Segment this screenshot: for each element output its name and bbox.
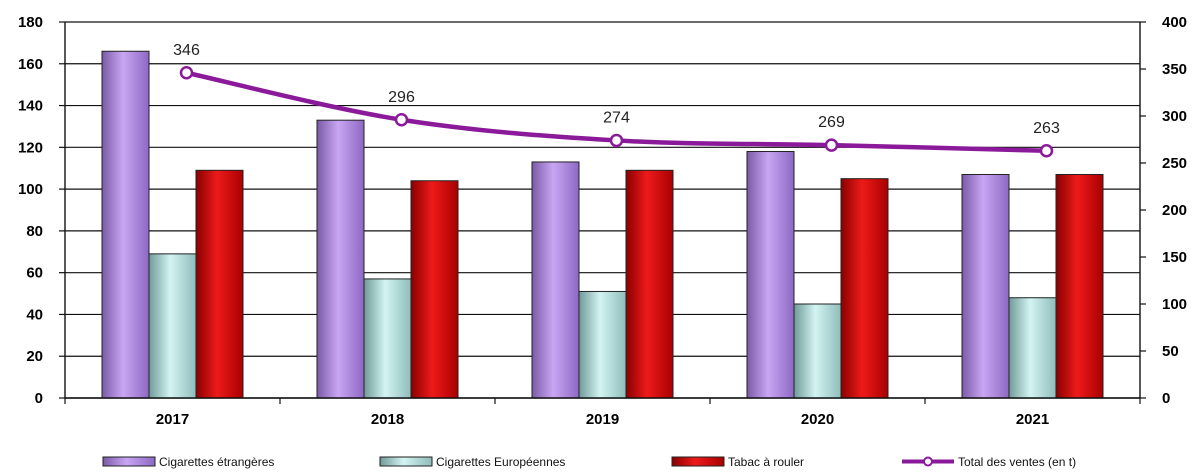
left-tick-label: 80 [26, 223, 43, 240]
gridlines [65, 21, 1140, 399]
total-ventes-point [824, 138, 839, 152]
legend-label-0: Cigarettes étrangères [159, 455, 274, 469]
bar-tabac-a-rouler [410, 180, 459, 399]
total-ventes-point [1039, 144, 1054, 158]
legend-label-2: Tabac à rouler [728, 455, 804, 469]
legend-label-3: Total des ventes (en t) [958, 455, 1076, 469]
total-ventes-data-label: 296 [388, 89, 415, 106]
legend-swatch-1 [379, 456, 433, 467]
x-tick-label: 2021 [1016, 411, 1049, 428]
left-tick-label: 0 [35, 390, 43, 407]
left-tick-label: 120 [18, 139, 43, 156]
total-ventes-data-label: 274 [603, 109, 630, 126]
right-tick-label: 100 [1162, 296, 1187, 313]
bar-series-group [101, 50, 1104, 399]
total-ventes-data-label: 263 [1033, 120, 1060, 137]
bar-cigarettes-etrangeres [961, 173, 1010, 399]
total-ventes-point [179, 66, 194, 80]
left-tick-label: 160 [18, 56, 43, 73]
legend-marker [923, 456, 933, 467]
left-tick-label: 180 [18, 14, 43, 31]
axes: 0 20 40 60 80 100 120 140 160 180 0 50 100 150 200 250 3… [18, 14, 1187, 428]
total-ventes-data-label: 269 [818, 114, 845, 131]
bar-cigarettes-europeennes [363, 278, 412, 399]
right-tick-label: 250 [1162, 155, 1187, 172]
bar-tabac-a-rouler [625, 169, 674, 399]
right-tick-label: 50 [1162, 343, 1179, 360]
bar-cigarettes-etrangeres [316, 119, 365, 399]
bar-cigarettes-etrangeres [746, 151, 795, 399]
bar-cigarettes-etrangeres [101, 50, 150, 399]
total-ventes-point [394, 113, 409, 127]
legend-swatch-2 [671, 456, 725, 467]
legend-swatch-0 [102, 456, 156, 467]
total-ventes-point [609, 133, 624, 148]
right-tick-label: 350 [1162, 61, 1187, 78]
left-tick-label: 40 [26, 306, 43, 323]
left-tick-label: 60 [26, 265, 43, 282]
bar-cigarettes-europeennes [578, 290, 627, 399]
x-tick-label: 2018 [371, 411, 404, 428]
right-tick-label: 400 [1162, 14, 1187, 31]
x-tick-label: 2017 [156, 411, 189, 428]
left-tick-label: 20 [26, 348, 43, 365]
total-ventes-data-label: 346 [173, 42, 200, 59]
bar-tabac-a-rouler [1055, 173, 1104, 399]
x-tick-label: 2020 [801, 411, 834, 428]
bar-tabac-a-rouler [195, 169, 244, 399]
legend-label-1: Cigarettes Européennes [436, 455, 565, 469]
x-tick-label: 2019 [586, 411, 619, 428]
bar-cigarettes-europeennes [793, 303, 842, 399]
left-tick-label: 100 [18, 181, 43, 198]
total-line-group: 346 296 274 269 263 [173, 42, 1060, 158]
right-tick-label: 200 [1162, 202, 1187, 219]
right-tick-label: 150 [1162, 249, 1187, 266]
bar-cigarettes-etrangeres [531, 161, 580, 399]
bar-tabac-a-rouler [840, 178, 889, 399]
legend: Cigarettes étrangères Cigarettes Européen… [102, 455, 1076, 469]
left-tick-label: 140 [18, 98, 43, 115]
bar-cigarettes-europeennes [148, 253, 197, 399]
right-tick-label: 0 [1162, 390, 1170, 407]
bar-cigarettes-europeennes [1008, 297, 1057, 399]
right-tick-label: 300 [1162, 108, 1187, 125]
